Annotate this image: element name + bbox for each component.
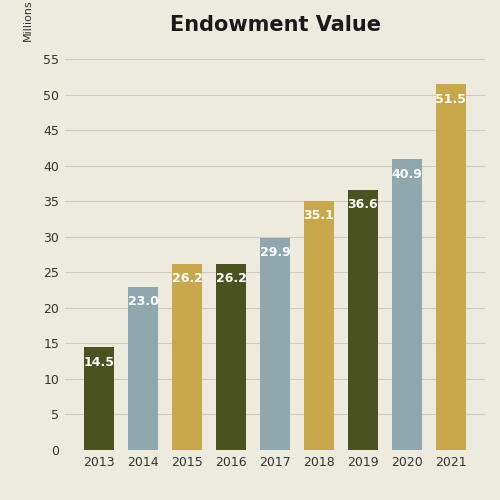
Bar bbox=[348, 190, 378, 450]
Bar bbox=[84, 347, 114, 450]
Bar bbox=[216, 264, 246, 450]
Bar bbox=[436, 84, 466, 450]
Bar bbox=[392, 160, 422, 450]
Bar bbox=[172, 264, 202, 450]
Bar bbox=[128, 286, 158, 450]
Title: Endowment Value: Endowment Value bbox=[170, 15, 380, 35]
Text: 40.9: 40.9 bbox=[392, 168, 422, 181]
Text: 23.0: 23.0 bbox=[128, 295, 158, 308]
Text: 26.2: 26.2 bbox=[172, 272, 202, 285]
Text: 36.6: 36.6 bbox=[348, 198, 378, 211]
Text: 14.5: 14.5 bbox=[84, 356, 114, 368]
Text: 51.5: 51.5 bbox=[436, 92, 466, 106]
Text: 35.1: 35.1 bbox=[304, 209, 334, 222]
Text: 29.9: 29.9 bbox=[260, 246, 290, 259]
Bar bbox=[304, 200, 334, 450]
Bar bbox=[260, 238, 290, 450]
Text: Millions: Millions bbox=[23, 0, 33, 41]
Text: 26.2: 26.2 bbox=[216, 272, 246, 285]
